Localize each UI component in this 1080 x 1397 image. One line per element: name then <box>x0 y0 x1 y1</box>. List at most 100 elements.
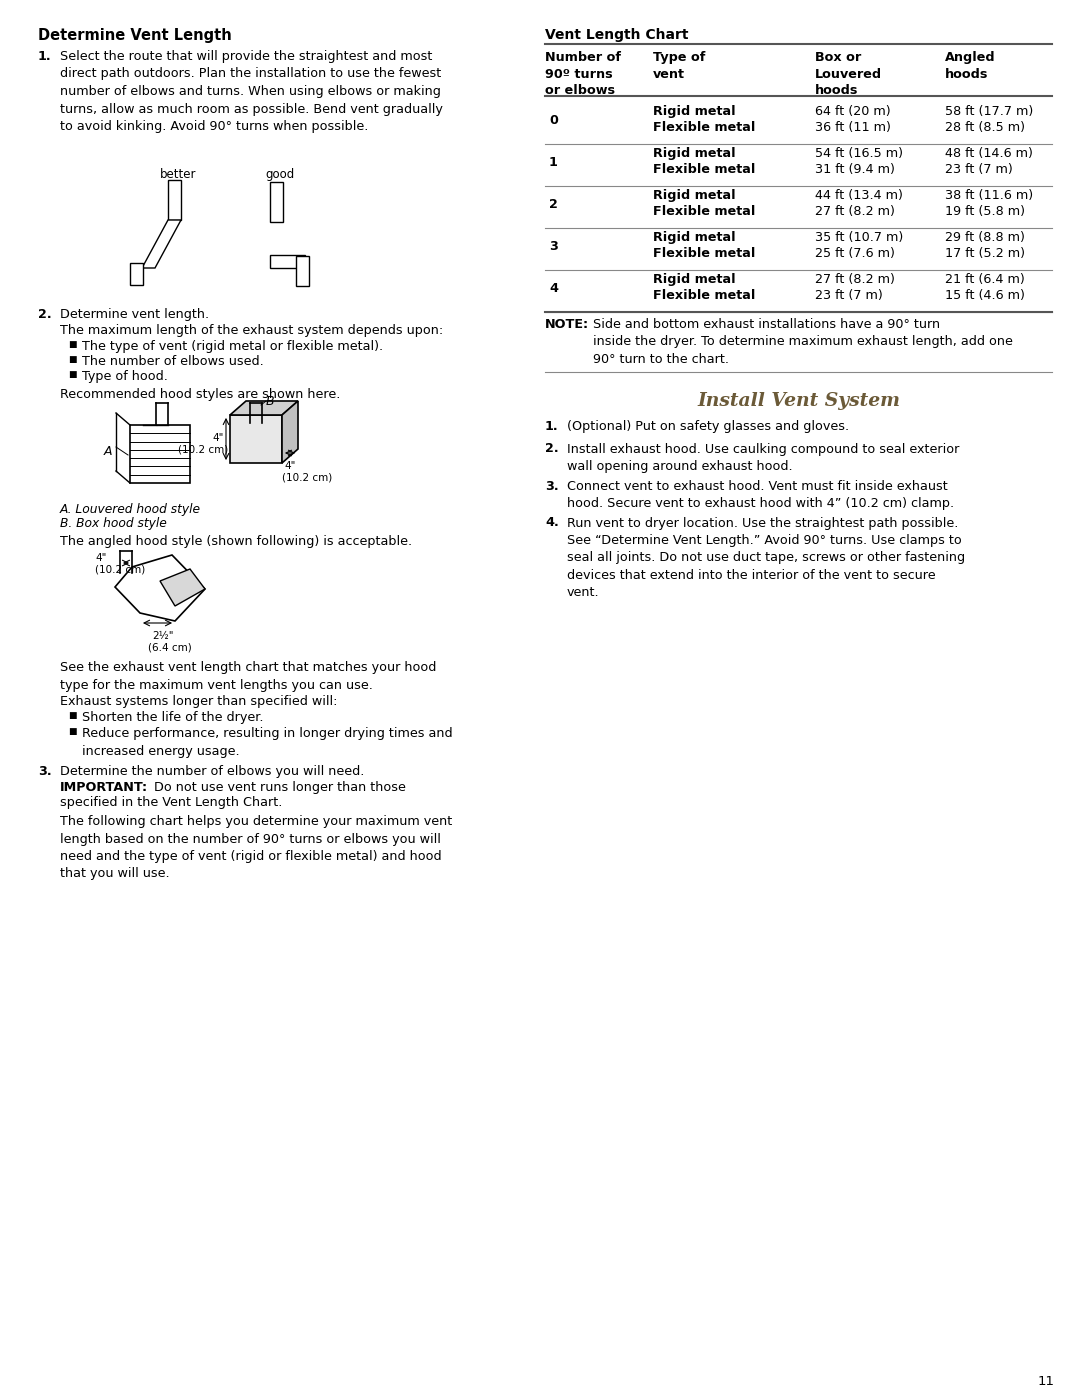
Text: 23 ft (7 m): 23 ft (7 m) <box>815 289 882 302</box>
Text: Determine the number of elbows you will need.: Determine the number of elbows you will … <box>60 766 364 778</box>
Text: Rigid metal: Rigid metal <box>653 105 735 117</box>
Text: IMPORTANT:: IMPORTANT: <box>60 781 148 793</box>
Text: Install Vent System: Install Vent System <box>697 393 900 409</box>
Text: 23 ft (7 m): 23 ft (7 m) <box>945 163 1013 176</box>
Text: A: A <box>104 446 112 458</box>
Text: Determine vent length.: Determine vent length. <box>60 307 210 321</box>
Text: The maximum length of the exhaust system depends upon:: The maximum length of the exhaust system… <box>60 324 443 337</box>
Polygon shape <box>141 219 181 268</box>
Text: (Optional) Put on safety glasses and gloves.: (Optional) Put on safety glasses and glo… <box>567 420 849 433</box>
Text: 4": 4" <box>96 553 107 563</box>
Text: Box or
Louvered
hoods: Box or Louvered hoods <box>815 52 882 96</box>
Text: Angled
hoods: Angled hoods <box>945 52 996 81</box>
Text: 58 ft (17.7 m): 58 ft (17.7 m) <box>945 105 1034 117</box>
Text: Select the route that will provide the straightest and most
direct path outdoors: Select the route that will provide the s… <box>60 50 443 133</box>
Text: 2: 2 <box>549 198 558 211</box>
Text: Determine Vent Length: Determine Vent Length <box>38 28 232 43</box>
Bar <box>130 425 190 483</box>
Text: The following chart helps you determine your maximum vent
length based on the nu: The following chart helps you determine … <box>60 814 453 880</box>
Text: better: better <box>160 168 197 182</box>
Text: 29 ft (8.8 m): 29 ft (8.8 m) <box>945 231 1025 244</box>
Text: 2.: 2. <box>545 443 558 455</box>
Text: good: good <box>266 168 295 182</box>
Text: 19 ft (5.8 m): 19 ft (5.8 m) <box>945 205 1025 218</box>
Text: (10.2 cm): (10.2 cm) <box>282 474 333 483</box>
Text: Install exhaust hood. Use caulking compound to seal exterior
wall opening around: Install exhaust hood. Use caulking compo… <box>567 443 959 474</box>
Text: Flexible metal: Flexible metal <box>653 247 755 260</box>
Polygon shape <box>230 401 298 415</box>
Text: 21 ft (6.4 m): 21 ft (6.4 m) <box>945 272 1025 286</box>
Bar <box>270 182 283 222</box>
Text: 17 ft (5.2 m): 17 ft (5.2 m) <box>945 247 1025 260</box>
Text: 1.: 1. <box>38 50 52 63</box>
Text: 3.: 3. <box>545 479 558 493</box>
Text: Type of
vent: Type of vent <box>653 52 705 81</box>
Text: Flexible metal: Flexible metal <box>653 163 755 176</box>
Text: The type of vent (rigid metal or flexible metal).: The type of vent (rigid metal or flexibl… <box>82 339 383 353</box>
Text: 0: 0 <box>549 115 558 127</box>
Text: Flexible metal: Flexible metal <box>653 289 755 302</box>
Text: Shorten the life of the dryer.: Shorten the life of the dryer. <box>82 711 264 724</box>
Text: Exhaust systems longer than specified will:: Exhaust systems longer than specified wi… <box>60 694 337 708</box>
Text: NOTE:: NOTE: <box>545 319 589 331</box>
Polygon shape <box>114 555 205 622</box>
Text: (6.4 cm): (6.4 cm) <box>148 643 192 652</box>
Text: A. Louvered hood style: A. Louvered hood style <box>60 503 201 515</box>
Text: Side and bottom exhaust installations have a 90° turn
inside the dryer. To deter: Side and bottom exhaust installations ha… <box>593 319 1013 366</box>
Text: 4": 4" <box>213 433 224 443</box>
Polygon shape <box>282 401 298 462</box>
Text: 2.: 2. <box>38 307 52 321</box>
Text: Flexible metal: Flexible metal <box>653 122 755 134</box>
Text: 4: 4 <box>549 282 558 295</box>
Text: Flexible metal: Flexible metal <box>653 205 755 218</box>
Text: 36 ft (11 m): 36 ft (11 m) <box>815 122 891 134</box>
Text: The angled hood style (shown following) is acceptable.: The angled hood style (shown following) … <box>60 535 413 548</box>
Text: Rigid metal: Rigid metal <box>653 189 735 203</box>
Text: Vent Length Chart: Vent Length Chart <box>545 28 689 42</box>
Text: Rigid metal: Rigid metal <box>653 147 735 161</box>
Bar <box>168 180 181 219</box>
Text: 1: 1 <box>549 156 558 169</box>
Text: 15 ft (4.6 m): 15 ft (4.6 m) <box>945 289 1025 302</box>
Text: The number of elbows used.: The number of elbows used. <box>82 355 264 367</box>
Bar <box>130 263 143 285</box>
Text: 48 ft (14.6 m): 48 ft (14.6 m) <box>945 147 1032 161</box>
Text: 11: 11 <box>1038 1375 1055 1389</box>
Text: 64 ft (20 m): 64 ft (20 m) <box>815 105 891 117</box>
Text: 38 ft (11.6 m): 38 ft (11.6 m) <box>945 189 1034 203</box>
Text: 4.: 4. <box>545 517 558 529</box>
Text: 31 ft (9.4 m): 31 ft (9.4 m) <box>815 163 895 176</box>
Polygon shape <box>230 415 282 462</box>
Text: See the exhaust vent length chart that matches your hood
type for the maximum ve: See the exhaust vent length chart that m… <box>60 661 436 692</box>
Text: 27 ft (8.2 m): 27 ft (8.2 m) <box>815 205 895 218</box>
Text: 1.: 1. <box>545 420 558 433</box>
Text: 54 ft (16.5 m): 54 ft (16.5 m) <box>815 147 903 161</box>
Text: 2½": 2½" <box>152 631 174 641</box>
Text: Do not use vent runs longer than those: Do not use vent runs longer than those <box>150 781 406 793</box>
Text: 35 ft (10.7 m): 35 ft (10.7 m) <box>815 231 903 244</box>
Text: ■: ■ <box>68 370 77 379</box>
Text: 25 ft (7.6 m): 25 ft (7.6 m) <box>815 247 895 260</box>
Text: 27 ft (8.2 m): 27 ft (8.2 m) <box>815 272 895 286</box>
Polygon shape <box>160 569 205 606</box>
Bar <box>296 256 309 286</box>
Text: (10.2 cm): (10.2 cm) <box>178 446 228 455</box>
Text: specified in the Vent Length Chart.: specified in the Vent Length Chart. <box>60 796 282 809</box>
Text: ■: ■ <box>68 726 77 736</box>
Text: (10.2 cm): (10.2 cm) <box>95 564 145 576</box>
Text: 28 ft (8.5 m): 28 ft (8.5 m) <box>945 122 1025 134</box>
Text: Type of hood.: Type of hood. <box>82 370 167 383</box>
Text: B. Box hood style: B. Box hood style <box>60 517 166 529</box>
Text: 3.: 3. <box>38 766 52 778</box>
Text: B: B <box>266 395 274 408</box>
Text: Reduce performance, resulting in longer drying times and
increased energy usage.: Reduce performance, resulting in longer … <box>82 726 453 757</box>
Text: ■: ■ <box>68 339 77 349</box>
Text: Number of
90º turns
or elbows: Number of 90º turns or elbows <box>545 52 621 96</box>
Text: Run vent to dryer location. Use the straightest path possible.
See “Determine Ve: Run vent to dryer location. Use the stra… <box>567 517 966 599</box>
Text: 3: 3 <box>549 240 558 253</box>
Text: 4": 4" <box>284 461 295 471</box>
Text: ■: ■ <box>68 355 77 365</box>
Text: Rigid metal: Rigid metal <box>653 231 735 244</box>
Text: Recommended hood styles are shown here.: Recommended hood styles are shown here. <box>60 388 340 401</box>
Text: ■: ■ <box>68 711 77 719</box>
